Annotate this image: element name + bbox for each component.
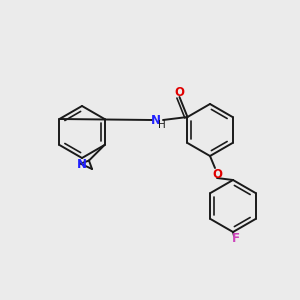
Text: N: N	[77, 158, 87, 170]
Text: O: O	[212, 167, 222, 181]
Text: O: O	[175, 85, 184, 98]
Text: F: F	[232, 232, 240, 245]
Text: H: H	[158, 120, 166, 130]
Text: N: N	[151, 113, 161, 127]
